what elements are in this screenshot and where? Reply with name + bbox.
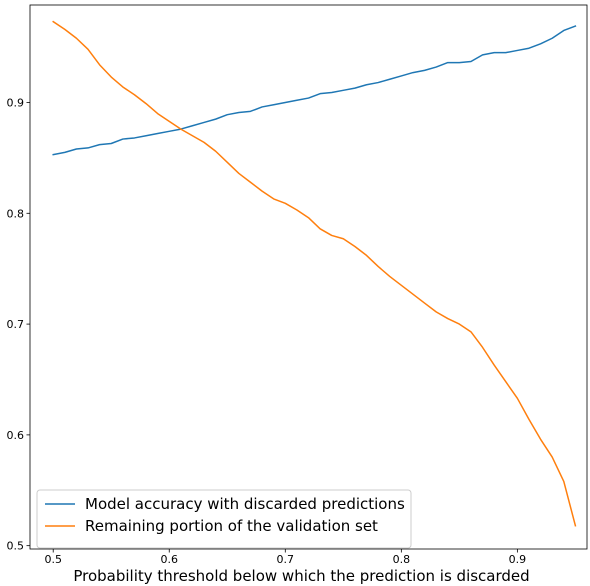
x-tick-label: 0.9 — [509, 553, 527, 566]
y-tick-label: 0.7 — [7, 318, 25, 331]
x-tick-label: 0.8 — [393, 553, 411, 566]
legend-entry: Model accuracy with discarded prediction… — [85, 495, 405, 513]
y-tick-label: 0.8 — [7, 207, 25, 220]
series-layer — [52, 20, 577, 527]
legend-box — [36, 489, 412, 549]
y-axis: 0.5 0.6 0.7 0.8 0.9 — [7, 96, 30, 553]
x-axis: 0.5 0.6 0.7 0.8 0.9 — [44, 549, 526, 566]
series-line-1 — [52, 25, 577, 156]
y-tick-label: 0.6 — [7, 429, 25, 442]
series-line-2 — [52, 20, 577, 527]
y-tick-label: 0.5 — [7, 540, 25, 553]
x-axis-label: Probability threshold below which the pr… — [73, 567, 529, 585]
plot-area — [29, 4, 588, 550]
legend: Model accuracy with discarded prediction… — [36, 489, 412, 549]
y-tick-label: 0.9 — [7, 96, 25, 109]
x-tick-label: 0.5 — [44, 553, 62, 566]
x-tick-label: 0.7 — [277, 553, 295, 566]
x-tick-label: 0.6 — [161, 553, 179, 566]
legend-entry: Remaining portion of the validation set — [85, 517, 378, 535]
